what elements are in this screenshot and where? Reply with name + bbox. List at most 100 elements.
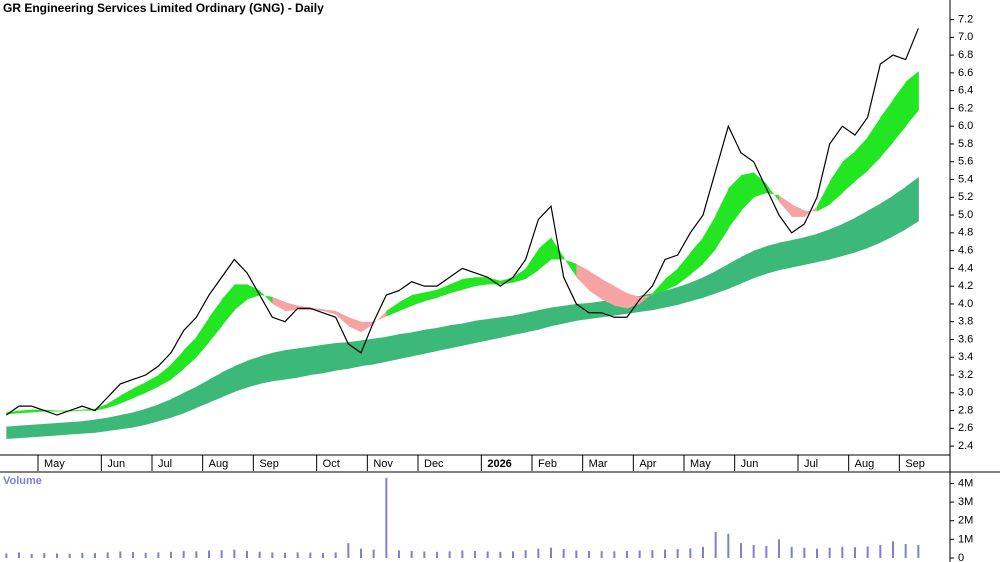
volume-bar <box>119 551 122 558</box>
slow-band <box>855 210 869 253</box>
x-tick-label: 2026 <box>487 458 511 470</box>
volume-bar <box>436 551 438 558</box>
slow-band <box>209 372 223 403</box>
volume-bar <box>499 551 502 558</box>
slow-band <box>589 301 603 320</box>
slow-band <box>361 338 375 367</box>
y-tick-label: 6.8 <box>958 49 973 61</box>
slow-band <box>893 186 907 237</box>
volume-bar <box>398 550 400 558</box>
volume-bar <box>182 550 185 558</box>
volume-bar <box>702 546 704 558</box>
ema-ribbon <box>753 172 767 198</box>
slow-band <box>475 319 489 344</box>
y-tick-label: 2.6 <box>958 422 973 434</box>
slow-band <box>44 423 58 437</box>
ema-ribbon <box>880 99 894 158</box>
ema-ribbon <box>538 237 552 271</box>
y-tick-label: 4.4 <box>958 262 973 274</box>
volume-bar <box>803 547 806 558</box>
ema-ribbon <box>639 293 653 304</box>
y-tick-label: 6.4 <box>958 85 973 97</box>
volume-bar <box>588 550 590 558</box>
volume-bar <box>664 549 666 558</box>
ema-ribbon <box>424 289 438 302</box>
slow-band <box>120 412 134 430</box>
volume-bar <box>5 553 8 558</box>
volume-bar <box>322 552 324 558</box>
volume-title: Volume <box>3 475 42 487</box>
y-tick-label: 4.6 <box>958 245 973 257</box>
x-tick-label: Jul <box>804 458 818 470</box>
volume-bar <box>423 551 426 558</box>
volume-bar <box>917 544 920 558</box>
volume-bar <box>296 552 299 558</box>
y-tick-label: 2M <box>958 515 973 527</box>
ema-ribbon <box>614 286 628 309</box>
volume-bar <box>208 550 210 558</box>
slow-band <box>247 356 261 388</box>
slow-band <box>424 327 438 354</box>
y-tick-label: 5.0 <box>958 209 973 221</box>
y-tick-label: 7.0 <box>958 31 973 43</box>
price-line <box>5 28 919 416</box>
ema-ribbon <box>779 195 793 217</box>
x-tick-label: Jun <box>741 458 759 470</box>
slow-band <box>297 346 311 378</box>
slow-band <box>221 366 235 398</box>
slow-band <box>905 176 919 230</box>
slow-band <box>703 271 717 298</box>
slow-band <box>158 399 172 422</box>
ema-ribbon <box>905 71 919 127</box>
y-tick-label: 4.2 <box>958 280 973 292</box>
ema-ribbon <box>804 206 818 217</box>
ema-ribbon <box>19 409 33 414</box>
slow-band <box>310 344 324 376</box>
volume-bar <box>714 531 717 558</box>
slow-band <box>766 242 780 274</box>
volume-bar <box>195 551 198 558</box>
slow-band <box>285 348 299 380</box>
ema-ribbon <box>120 388 134 404</box>
volume-bar <box>94 553 96 558</box>
slow-band <box>563 303 577 324</box>
volume-bar <box>220 550 223 558</box>
ema-ribbon <box>842 151 856 193</box>
slow-band <box>145 404 159 425</box>
volume-bar <box>474 550 476 558</box>
slow-band <box>829 223 843 260</box>
volume-bar <box>334 552 337 558</box>
ema-ribbon <box>817 181 831 212</box>
ema-ribbon <box>31 409 45 413</box>
ema-ribbon <box>525 248 539 280</box>
slow-band <box>677 282 691 305</box>
ema-ribbon <box>462 277 476 290</box>
volume-bar <box>170 551 172 558</box>
ema-ribbon <box>829 161 843 205</box>
ema-ribbon <box>715 188 729 249</box>
slow-band <box>95 417 109 433</box>
volume-bar <box>537 548 540 558</box>
slow-band <box>449 323 463 349</box>
volume-bar <box>372 549 375 558</box>
slow-band <box>386 334 400 362</box>
y-tick-label: 3.2 <box>958 369 973 381</box>
volume-bar <box>854 547 856 558</box>
volume-bar <box>676 549 679 558</box>
slow-band <box>525 310 539 333</box>
ema-ribbon <box>361 321 375 333</box>
ema-ribbon <box>576 263 590 291</box>
ema-ribbon <box>44 409 58 412</box>
y-tick-label: 4.8 <box>958 227 973 239</box>
y-tick-label: 3M <box>958 496 973 508</box>
x-tick-label: Nov <box>373 458 393 470</box>
volume-bar <box>740 543 742 558</box>
ema-ribbon <box>285 302 299 312</box>
slow-band <box>133 408 147 428</box>
slow-band <box>842 217 856 256</box>
slow-band <box>6 425 20 440</box>
volume-bar <box>144 552 147 558</box>
y-tick-label: 6.6 <box>958 67 973 79</box>
y-tick-label: 5.6 <box>958 156 973 168</box>
ema-ribbon <box>247 284 261 300</box>
